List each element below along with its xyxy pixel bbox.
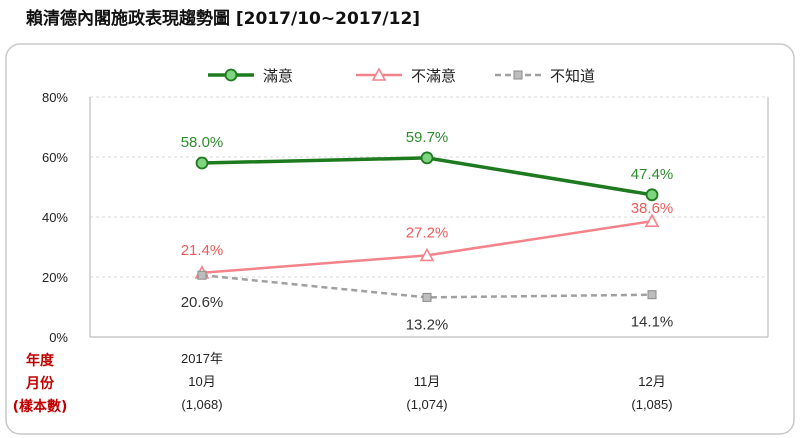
x-axis-title-month: 月份 xyxy=(26,376,54,392)
x-tick-label-year: 2017年 xyxy=(181,351,223,366)
legend-entry: 滿意 xyxy=(263,67,293,85)
data-label: 47.4% xyxy=(631,166,674,183)
data-label: 13.2% xyxy=(406,316,449,333)
data-label: 20.6% xyxy=(181,294,224,311)
legend-entry: 不知道 xyxy=(550,67,595,85)
chart-title: 賴清德內閣施政表現趨勢圖 [2017/10~2017/12] xyxy=(26,9,421,29)
legend-marker xyxy=(513,70,523,80)
x-tick-label-sample: (1,068) xyxy=(181,397,222,412)
legend-marker xyxy=(224,68,238,82)
data-point xyxy=(647,290,657,300)
data-point xyxy=(644,213,660,227)
y-tick-label: 60% xyxy=(42,150,68,165)
data-point xyxy=(197,270,207,280)
data-label: 59.7% xyxy=(406,129,449,146)
legend-entry: 不滿意 xyxy=(411,67,456,85)
x-axis-title-sample: (樣本數) xyxy=(12,399,68,415)
series-line xyxy=(201,273,653,299)
data-point xyxy=(195,156,209,170)
x-tick-label-month: 11月 xyxy=(414,374,441,389)
data-label: 14.1% xyxy=(631,314,674,331)
x-tick-label-month: 10月 xyxy=(188,374,215,389)
data-label: 27.2% xyxy=(406,224,449,241)
y-tick-label: 0% xyxy=(49,330,68,345)
x-tick-label-month: 12月 xyxy=(638,374,665,389)
data-label: 21.4% xyxy=(181,242,224,259)
x-tick-label-sample: (1,074) xyxy=(406,397,447,412)
x-tick-label-sample: (1,085) xyxy=(631,397,672,412)
data-point xyxy=(422,292,432,302)
chart-frame xyxy=(5,43,795,435)
legend-marker xyxy=(371,67,387,81)
data-point xyxy=(419,247,435,262)
data-label: 58.0% xyxy=(181,134,224,151)
data-point xyxy=(645,188,659,202)
x-axis-title-year: 年度 xyxy=(26,353,54,369)
y-tick-label: 40% xyxy=(42,210,68,225)
y-tick-label: 80% xyxy=(42,90,68,105)
y-tick-label: 20% xyxy=(42,270,68,285)
data-label: 38.6% xyxy=(631,200,674,217)
data-point xyxy=(420,151,434,165)
